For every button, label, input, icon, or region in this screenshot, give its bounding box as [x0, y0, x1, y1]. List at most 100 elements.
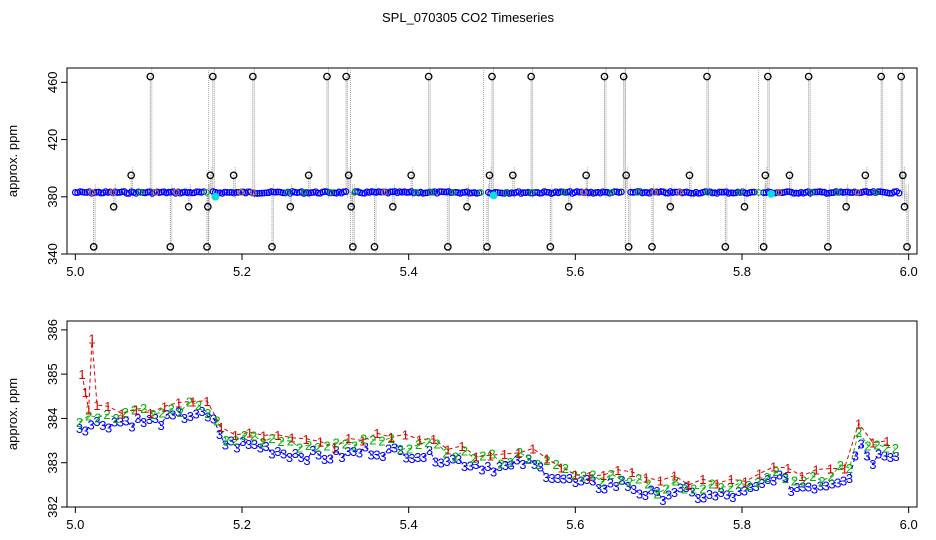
series3-marker: 3	[694, 491, 701, 506]
series3-marker: 3	[298, 450, 305, 465]
bottom-panel-frame	[66, 320, 918, 508]
series1-marker: 1	[600, 468, 607, 483]
baseline-point	[193, 188, 201, 196]
spike-point	[804, 72, 813, 81]
baseline-point	[223, 188, 231, 196]
series3-marker: 3	[543, 470, 550, 485]
series2-marker: 2	[507, 455, 514, 470]
spike-point	[127, 171, 136, 180]
spike-point	[903, 242, 911, 251]
series2-marker: 2	[360, 431, 367, 446]
series1-marker: 1	[118, 406, 125, 421]
baseline-accent-point	[580, 189, 588, 196]
series3-marker: 3	[753, 479, 760, 494]
series3-marker: 3	[134, 411, 141, 426]
baseline-accent-point	[203, 189, 210, 196]
baseline-accent-point	[704, 189, 711, 196]
baseline-accent-point	[834, 189, 841, 196]
series1-marker: 1	[359, 434, 366, 449]
series2-marker: 2	[195, 398, 202, 413]
series1-marker: 1	[82, 385, 89, 400]
series3-marker: 3	[385, 441, 392, 456]
baseline-point	[827, 189, 835, 197]
baseline-point	[671, 188, 679, 196]
series3-marker: 3	[799, 480, 806, 495]
series3-marker: 3	[140, 415, 147, 430]
spike-point	[648, 242, 656, 251]
bottom-ytick-label: 386	[45, 319, 60, 341]
cyan-point	[211, 192, 220, 201]
series1-marker: 1	[402, 427, 409, 442]
baseline-point	[253, 190, 261, 197]
baseline-accent-point	[808, 189, 816, 196]
series3-marker: 3	[881, 449, 888, 464]
spike-point	[761, 171, 770, 180]
series1-marker: 1	[855, 416, 862, 431]
series2-marker: 2	[818, 474, 825, 489]
series3-marker: 3	[624, 479, 631, 494]
top-ytick-label: 460	[45, 71, 60, 93]
baseline-accent-point	[736, 189, 744, 196]
top-panel-baseline-points	[71, 188, 903, 197]
series1-marker: 1	[104, 399, 111, 414]
baseline-accent-point	[502, 189, 510, 196]
series1-marker: 1	[303, 432, 310, 447]
baseline-point	[225, 189, 233, 196]
baseline-point	[519, 189, 527, 196]
series2-marker: 2	[727, 480, 734, 495]
series3-marker: 3	[397, 443, 404, 458]
spike-point	[485, 171, 494, 180]
baseline-point	[860, 188, 868, 196]
spike-point	[248, 72, 257, 81]
series1-marker: 1	[218, 420, 225, 435]
series3-marker: 3	[315, 447, 322, 462]
series2-marker: 2	[424, 435, 431, 450]
series3-marker: 3	[350, 444, 357, 459]
series1-marker: 1	[331, 440, 338, 455]
series3-marker: 3	[828, 477, 835, 492]
series2-marker: 2	[745, 478, 752, 493]
bottom-xtick-label: 5.0	[66, 517, 84, 532]
series1-marker: 1	[88, 332, 95, 347]
series3-marker: 3	[513, 452, 520, 467]
baseline-point	[468, 189, 476, 197]
bottom-xtick-label: 5.2	[233, 517, 251, 532]
series1-marker: 1	[784, 461, 791, 476]
series2-marker: 2	[149, 407, 156, 422]
series1-marker: 1	[133, 403, 140, 418]
series3-marker: 3	[478, 463, 485, 478]
series3-marker: 3	[198, 404, 205, 419]
series1-marker: 1	[317, 434, 324, 449]
series3-marker: 3	[251, 437, 258, 452]
bottom-xtick-label: 5.6	[566, 517, 584, 532]
baseline-point	[340, 188, 348, 196]
series3-marker: 3	[858, 436, 865, 451]
series2-marker: 2	[525, 452, 532, 467]
series3-marker: 3	[782, 470, 789, 485]
series2-marker: 2	[718, 480, 725, 495]
baseline-point	[314, 189, 322, 197]
series2-marker: 2	[113, 411, 120, 426]
series2-marker: 2	[479, 448, 486, 463]
series2-marker: 2	[204, 406, 211, 421]
series1-marker: 1	[161, 399, 168, 414]
baseline-point	[708, 189, 716, 197]
series2-marker: 2	[855, 425, 862, 440]
series2-marker: 2	[278, 434, 285, 449]
baseline-point	[543, 188, 551, 196]
series3-marker: 3	[473, 457, 480, 472]
spike-point	[785, 171, 794, 180]
series3-marker: 3	[496, 459, 503, 474]
series3-marker: 3	[373, 447, 380, 462]
series3-marker: 3	[519, 457, 526, 472]
series3-marker: 3	[181, 411, 188, 426]
series2-marker: 2	[323, 439, 330, 454]
series3-marker: 3	[706, 487, 713, 502]
series3-marker: 3	[764, 472, 771, 487]
baseline-point	[293, 189, 301, 197]
series2-marker: 2	[534, 457, 541, 472]
series2-marker: 2	[259, 435, 266, 450]
series3-marker: 3	[268, 447, 275, 462]
spike-point	[166, 242, 175, 251]
spike-point	[508, 171, 517, 180]
